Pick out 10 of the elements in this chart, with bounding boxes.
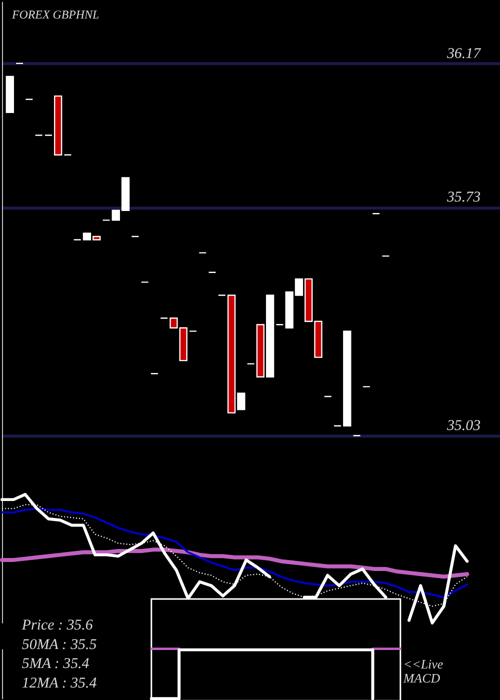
text: 5MA : 35.4: [22, 656, 90, 672]
text: MACD: [402, 670, 441, 686]
annotation: Price : 35.6: [20, 617, 94, 634]
text: 12MA : 35.4: [22, 676, 98, 692]
text: FOREX GBPHNL: [10, 7, 100, 22]
text: <<Live: [403, 656, 444, 672]
text: 50MA : 35.5: [22, 636, 98, 653]
y-tick-label: 35.73: [446, 190, 481, 206]
y-tick-label: 35.03: [446, 418, 481, 434]
y-tick-label: 36.17: [446, 46, 482, 62]
